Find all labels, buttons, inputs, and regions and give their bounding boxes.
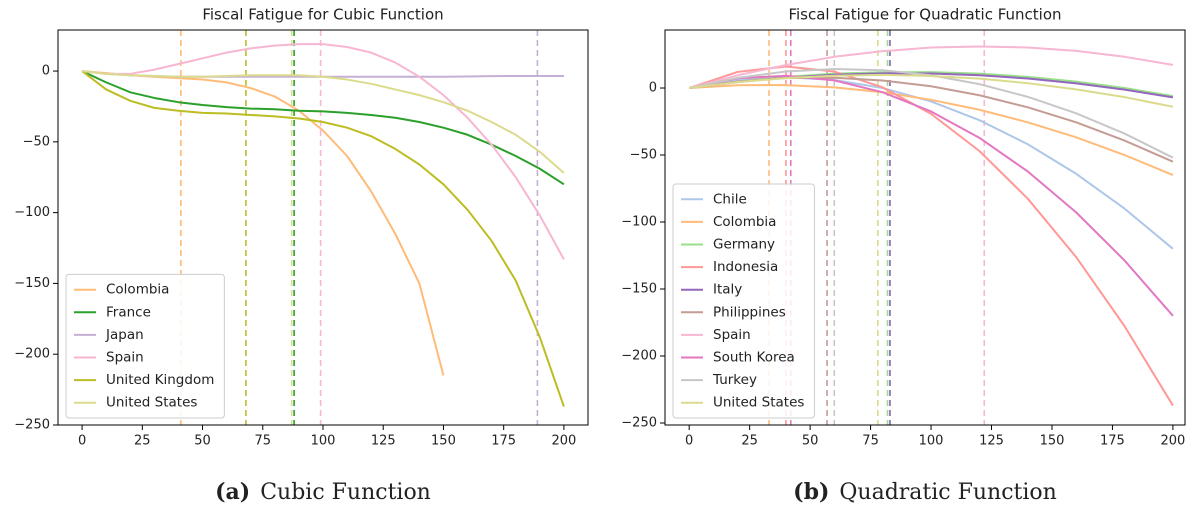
x-tick-label: 50	[802, 434, 819, 449]
y-tick-label: −150	[14, 276, 50, 291]
chart-title: Fiscal Fatigue for Cubic Function	[202, 6, 443, 24]
legend-label: Japan	[105, 327, 144, 343]
series-line	[81, 70, 565, 186]
y-tick-label: −200	[14, 347, 50, 362]
legend-box	[65, 273, 225, 419]
caption-text: Quadratic Function	[839, 480, 1056, 505]
x-tick-label: 0	[685, 434, 693, 449]
legend-label: Chile	[713, 191, 747, 207]
y-tick-label: −50	[23, 134, 50, 149]
y-tick-label: −250	[14, 418, 50, 433]
legend-label: Spain	[713, 327, 751, 343]
legend-label: France	[106, 304, 151, 320]
legend: Chile Colombia Germany Indonesia Italy Philip…	[672, 183, 815, 419]
subplot: Fiscal Fatigue for Cubic Function 0 25 50 75…	[14, 6, 589, 505]
caption-label: (a)	[215, 479, 250, 505]
legend-label: Spain	[106, 350, 144, 366]
caption: (a) Cubic Function	[215, 479, 431, 505]
axes-frame	[664, 29, 1186, 426]
x-tick-label: 150	[431, 434, 456, 449]
x-tick-label: 25	[741, 434, 758, 449]
x-tick-label: 100	[919, 434, 944, 449]
y-tick-label: −150	[621, 282, 657, 297]
y-tick-label: −50	[630, 148, 657, 163]
legend-box	[672, 183, 815, 419]
x-tick-label: 200	[551, 434, 576, 449]
caption-label: (b)	[793, 479, 829, 505]
x-tick-label: 75	[862, 434, 879, 449]
plot-area	[81, 30, 565, 425]
plot-area	[688, 30, 1174, 425]
series-line	[689, 84, 1174, 177]
x-tick-label: 100	[311, 434, 336, 449]
x-tick-label: 175	[491, 434, 516, 449]
y-tick-label: −200	[621, 348, 657, 363]
legend-label: South Korea	[713, 350, 795, 366]
series-line	[689, 73, 1174, 108]
axes-frame	[57, 29, 589, 426]
y-tick-label: 0	[649, 81, 657, 96]
chart-title: Fiscal Fatigue for Quadratic Function	[788, 6, 1061, 24]
series-line	[688, 74, 1174, 317]
subplot: Fiscal Fatigue for Quadratic Function 0 25…	[621, 6, 1186, 505]
y-tick-label: −100	[14, 205, 50, 220]
x-tick-label: 125	[979, 434, 1004, 449]
caption-text: Cubic Function	[260, 480, 431, 505]
legend-label: Colombia	[106, 282, 169, 298]
x-tick-label: 25	[134, 434, 151, 449]
y-tick-label: −250	[621, 415, 657, 430]
legend: Colombia France Japan Spain United Kingdom Un…	[65, 273, 225, 419]
series-line	[81, 70, 565, 407]
series-line	[81, 70, 565, 174]
series-line	[81, 43, 565, 260]
series-line	[688, 45, 1174, 89]
series-line	[689, 76, 1174, 163]
caption: (b) Quadratic Function	[793, 479, 1057, 505]
legend-label: United Kingdom	[106, 372, 214, 388]
legend-label: United States	[713, 395, 804, 411]
x-tick-label: 200	[1160, 434, 1185, 449]
x-tick-label: 0	[78, 434, 86, 449]
x-tick-label: 125	[371, 434, 396, 449]
y-tick-label: 0	[42, 64, 50, 79]
legend-label: Indonesia	[713, 259, 778, 275]
legend-label: Colombia	[713, 214, 776, 230]
legend-label: Turkey	[712, 372, 757, 388]
legend-label: Philippines	[713, 304, 786, 320]
y-tick-label: −100	[621, 215, 657, 230]
x-tick-label: 150	[1040, 434, 1065, 449]
legend-label: Germany	[713, 237, 775, 253]
x-tick-label: 75	[254, 434, 271, 449]
legend-label: United States	[106, 395, 197, 411]
x-tick-label: 50	[194, 434, 211, 449]
x-tick-label: 175	[1100, 434, 1125, 449]
legend-label: Italy	[713, 282, 742, 298]
